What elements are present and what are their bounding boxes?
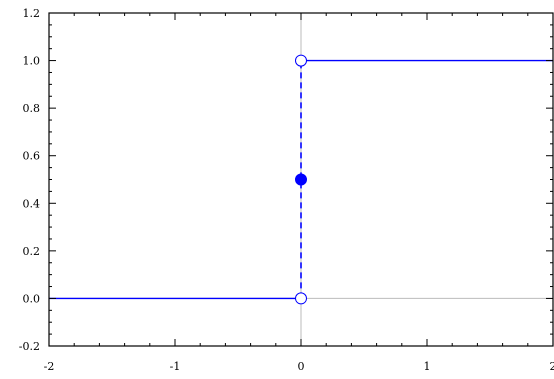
y-tick-label: -0.2 [19, 340, 40, 353]
y-tick-label: 0.4 [23, 197, 41, 210]
y-tick-label: 0.6 [23, 150, 41, 163]
y-tick-label: 0.2 [23, 245, 41, 258]
x-tick-label: 2 [550, 360, 554, 373]
open-point [295, 54, 307, 67]
tick-labels: -2 -1 0 1 2 -0.2 0.0 0.2 0.4 0.6 0.8 1.0 1.2 [19, 7, 554, 373]
x-tick-label: 1 [424, 360, 431, 373]
series-layer [49, 54, 553, 305]
x-tick-label: -2 [44, 360, 55, 373]
y-tick-label: 0.0 [23, 292, 41, 305]
x-tick-label: -1 [170, 360, 181, 373]
y-tick-label: 1.2 [23, 7, 41, 20]
x-tick-label: 0 [298, 360, 305, 373]
open-point [295, 292, 307, 305]
y-tick-label: 1.0 [23, 55, 41, 68]
ticks [48, 12, 554, 347]
y-tick-label: 0.8 [23, 102, 41, 115]
closed-point [295, 173, 307, 186]
